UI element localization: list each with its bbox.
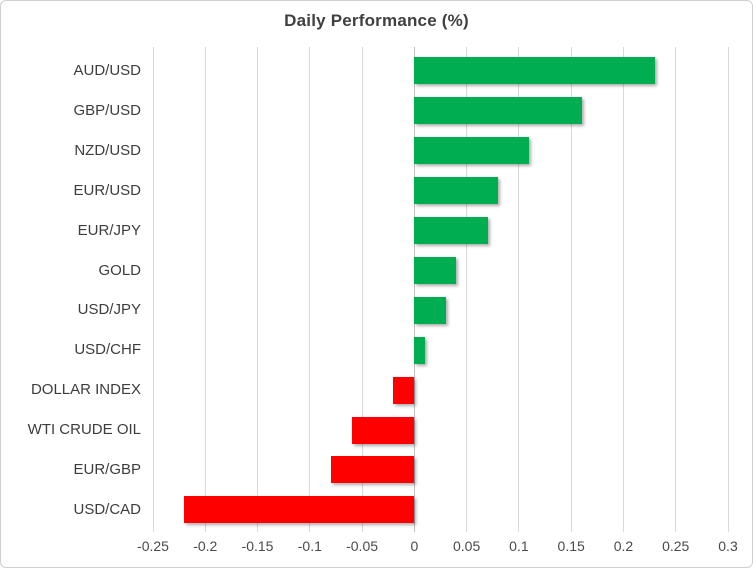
- x-tick-label-0: 0: [410, 538, 419, 554]
- x-tick-label-0.1: 0.1: [509, 538, 529, 554]
- bar-dollar-index: [393, 376, 415, 404]
- category-label-eur-usd: EUR/USD: [73, 181, 141, 199]
- gridline-0.25: [675, 47, 677, 532]
- category-label-usd-chf: USD/CHF: [74, 341, 141, 359]
- x-tick-label-0.3: 0.3: [718, 538, 738, 554]
- bar-gold: [414, 256, 457, 284]
- bar-usd-jpy: [414, 296, 446, 324]
- gridline--0.05: [361, 47, 363, 532]
- gridline-0.1: [518, 47, 520, 532]
- gridline--0.25: [152, 47, 154, 532]
- category-label-gbp-usd: GBP/USD: [73, 101, 141, 119]
- bar-eur-jpy: [414, 217, 488, 245]
- x-tick-label--0.2: -0.2: [193, 538, 218, 554]
- chart-title: Daily Performance (%): [284, 11, 469, 30]
- x-tick-label-0.05: 0.05: [453, 538, 481, 554]
- bar-eur-usd: [414, 177, 498, 205]
- category-label-usd-cad: USD/CAD: [73, 500, 141, 518]
- category-label-nzd-usd: NZD/USD: [74, 141, 141, 159]
- x-tick-label--0.25: -0.25: [137, 538, 169, 554]
- category-label-eur-jpy: EUR/JPY: [77, 221, 141, 239]
- x-tick-label-0.25: 0.25: [662, 538, 690, 554]
- gridline--0.15: [257, 47, 259, 532]
- x-tick-label-0.2: 0.2: [613, 538, 634, 554]
- gridline--0.1: [309, 47, 311, 532]
- gridline-0: [413, 47, 415, 532]
- bar-eur-gbp: [330, 456, 415, 484]
- bar-nzd-usd: [414, 137, 530, 165]
- bar-usd-cad: [184, 496, 415, 524]
- category-label-dollar-index: DOLLAR INDEX: [30, 381, 141, 399]
- bar-gbp-usd: [414, 97, 582, 125]
- bar-wti-crude-oil: [351, 416, 415, 444]
- category-label-gold: GOLD: [98, 261, 141, 279]
- category-label-eur-gbp: EUR/GBP: [73, 461, 141, 478]
- gridline-0.2: [622, 47, 624, 532]
- gridline-0.15: [570, 47, 572, 532]
- x-tick-label--0.15: -0.15: [241, 538, 274, 554]
- bar-usd-chf: [414, 336, 425, 364]
- gridline--0.2: [204, 47, 206, 532]
- category-label-aud-usd: AUD/USD: [73, 62, 141, 79]
- gridline-0.05: [466, 47, 468, 532]
- x-tick-label-0.15: 0.15: [557, 538, 585, 554]
- category-label-usd-jpy: USD/JPY: [77, 301, 141, 319]
- x-tick-label--0.05: -0.05: [346, 538, 379, 554]
- x-tick-label--0.1: -0.1: [297, 538, 322, 554]
- bar-aud-usd: [414, 57, 655, 85]
- category-label-wti-crude-oil: WTI CRUDE OIL: [27, 421, 141, 439]
- gridline-0.3: [727, 47, 729, 532]
